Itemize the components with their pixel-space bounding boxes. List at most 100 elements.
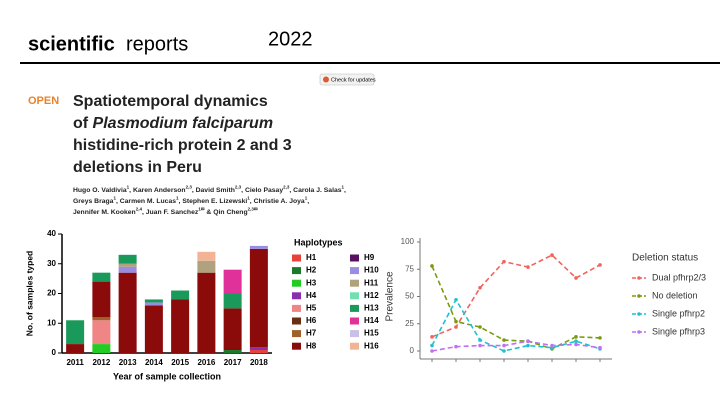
- legend-label: H4: [306, 291, 317, 300]
- point: [502, 343, 506, 348]
- author-aff: 2,3: [283, 185, 290, 190]
- series-line: [431, 340, 601, 352]
- bar-segment: [66, 344, 85, 353]
- bar-segment: [249, 347, 268, 351]
- legend-label: H12: [364, 291, 379, 300]
- author-aff: 1: [342, 185, 345, 190]
- point: [454, 325, 458, 329]
- x-tick-label: 2018: [250, 358, 268, 367]
- bar-segment: [171, 299, 190, 353]
- bar-segment: [118, 254, 137, 264]
- bar-segment: [249, 350, 268, 353]
- point: [430, 335, 434, 339]
- x-axis-label: Year of sample collection: [113, 371, 221, 381]
- title-part: of: [73, 115, 93, 132]
- x-tick-label: 2011: [66, 358, 84, 367]
- year: 2022: [268, 28, 313, 50]
- legend-label: Dual pfhrp2/3: [652, 272, 706, 282]
- check-label: Check for updates: [331, 77, 376, 83]
- author-name: Hugo O. Valdivia: [73, 187, 127, 194]
- author-sep: ,: [129, 187, 133, 194]
- point: [502, 259, 506, 264]
- y-tick-label: 75: [405, 264, 414, 273]
- bar-segment: [118, 272, 137, 353]
- author-name: Greys Braga: [73, 198, 114, 205]
- point: [574, 339, 578, 343]
- legend-swatch: [292, 267, 301, 275]
- point: [550, 343, 554, 348]
- open-label: OPEN: [28, 95, 59, 107]
- title-line: histidine-rich protein 2 and 3: [73, 137, 292, 154]
- author-name: Cielo Pasay: [245, 187, 283, 194]
- author-aff: 2,3: [235, 185, 242, 190]
- legend-dot: [637, 276, 641, 280]
- point: [550, 253, 554, 257]
- title-line: of Plasmodium falciparum: [73, 115, 273, 132]
- legend-swatch: [350, 267, 359, 275]
- bar-segment: [118, 263, 137, 267]
- x-tick-label: 2015: [171, 358, 189, 367]
- bar-segment: [197, 272, 216, 353]
- author-name: Juan F. Sanchez: [146, 209, 199, 216]
- author-sep: ,: [289, 187, 293, 194]
- author-aff: 1: [305, 196, 308, 201]
- legend-label: H15: [364, 329, 379, 338]
- author-name: Carmen M. Lucas: [120, 198, 176, 205]
- brand-regular: reports: [126, 33, 188, 55]
- bar-segment: [223, 269, 242, 294]
- y-tick-label: 40: [47, 229, 56, 238]
- legend-swatch: [350, 292, 359, 300]
- bar-segment: [171, 290, 190, 300]
- y-tick-label: 0: [52, 348, 57, 357]
- legend-label: H14: [364, 316, 379, 325]
- legend-label: H16: [364, 341, 379, 350]
- legend-swatch: [292, 292, 301, 300]
- y-axis-label: No. of samples typed: [24, 251, 34, 337]
- point: [526, 339, 530, 343]
- legend-label: H6: [306, 316, 317, 325]
- bar-segment: [249, 248, 268, 348]
- author-sep: ,: [116, 198, 120, 205]
- author-sep: ,: [250, 198, 254, 205]
- legend-label: Single pfhrp2: [652, 308, 705, 318]
- point: [526, 265, 530, 269]
- bar-segment: [92, 272, 111, 282]
- author-line: Jennifer M. Kooken2,4, Juan F. Sanchez1✉…: [73, 207, 258, 216]
- bar-segment: [66, 320, 85, 345]
- legend-label: H1: [306, 253, 317, 262]
- point: [574, 276, 578, 280]
- author-name: Karen Anderson: [133, 187, 186, 194]
- legend-label: H3: [306, 278, 317, 287]
- y-tick-label: 50: [405, 292, 414, 301]
- x-tick-label: 2016: [197, 358, 215, 367]
- legend-swatch: [350, 342, 359, 350]
- author-line: Hugo O. Valdivia1, Karen Anderson2,3, Da…: [73, 185, 346, 194]
- legend-swatch: [350, 279, 359, 287]
- legend-swatch: [292, 254, 301, 262]
- point: [598, 345, 602, 350]
- legend-label: Single pfhrp3: [652, 326, 705, 336]
- author-sep: ,: [179, 198, 183, 205]
- point: [574, 342, 578, 347]
- author-sep: ,: [241, 187, 245, 194]
- x-tick-label: 2012: [92, 358, 110, 367]
- y-tick-label: 20: [47, 289, 56, 298]
- legend-title: Haplotypes: [294, 237, 343, 247]
- legend-label: No deletion: [652, 290, 698, 300]
- check-button[interactable]: [319, 73, 375, 86]
- author-aff: 1: [176, 196, 179, 201]
- legend-swatch: [292, 342, 301, 350]
- point: [478, 343, 482, 348]
- author-aff: 1: [127, 185, 130, 190]
- legend-label: H13: [364, 304, 379, 313]
- bar-segment: [223, 350, 242, 353]
- legend-swatch: [292, 279, 301, 287]
- author-sep: ,: [192, 187, 196, 194]
- point: [574, 335, 578, 339]
- author-sep: &: [205, 209, 214, 216]
- bar-segment: [223, 293, 242, 309]
- legend-label: H10: [364, 266, 379, 275]
- author-aff: 2,3: [186, 185, 193, 190]
- legend-label: H5: [306, 304, 317, 313]
